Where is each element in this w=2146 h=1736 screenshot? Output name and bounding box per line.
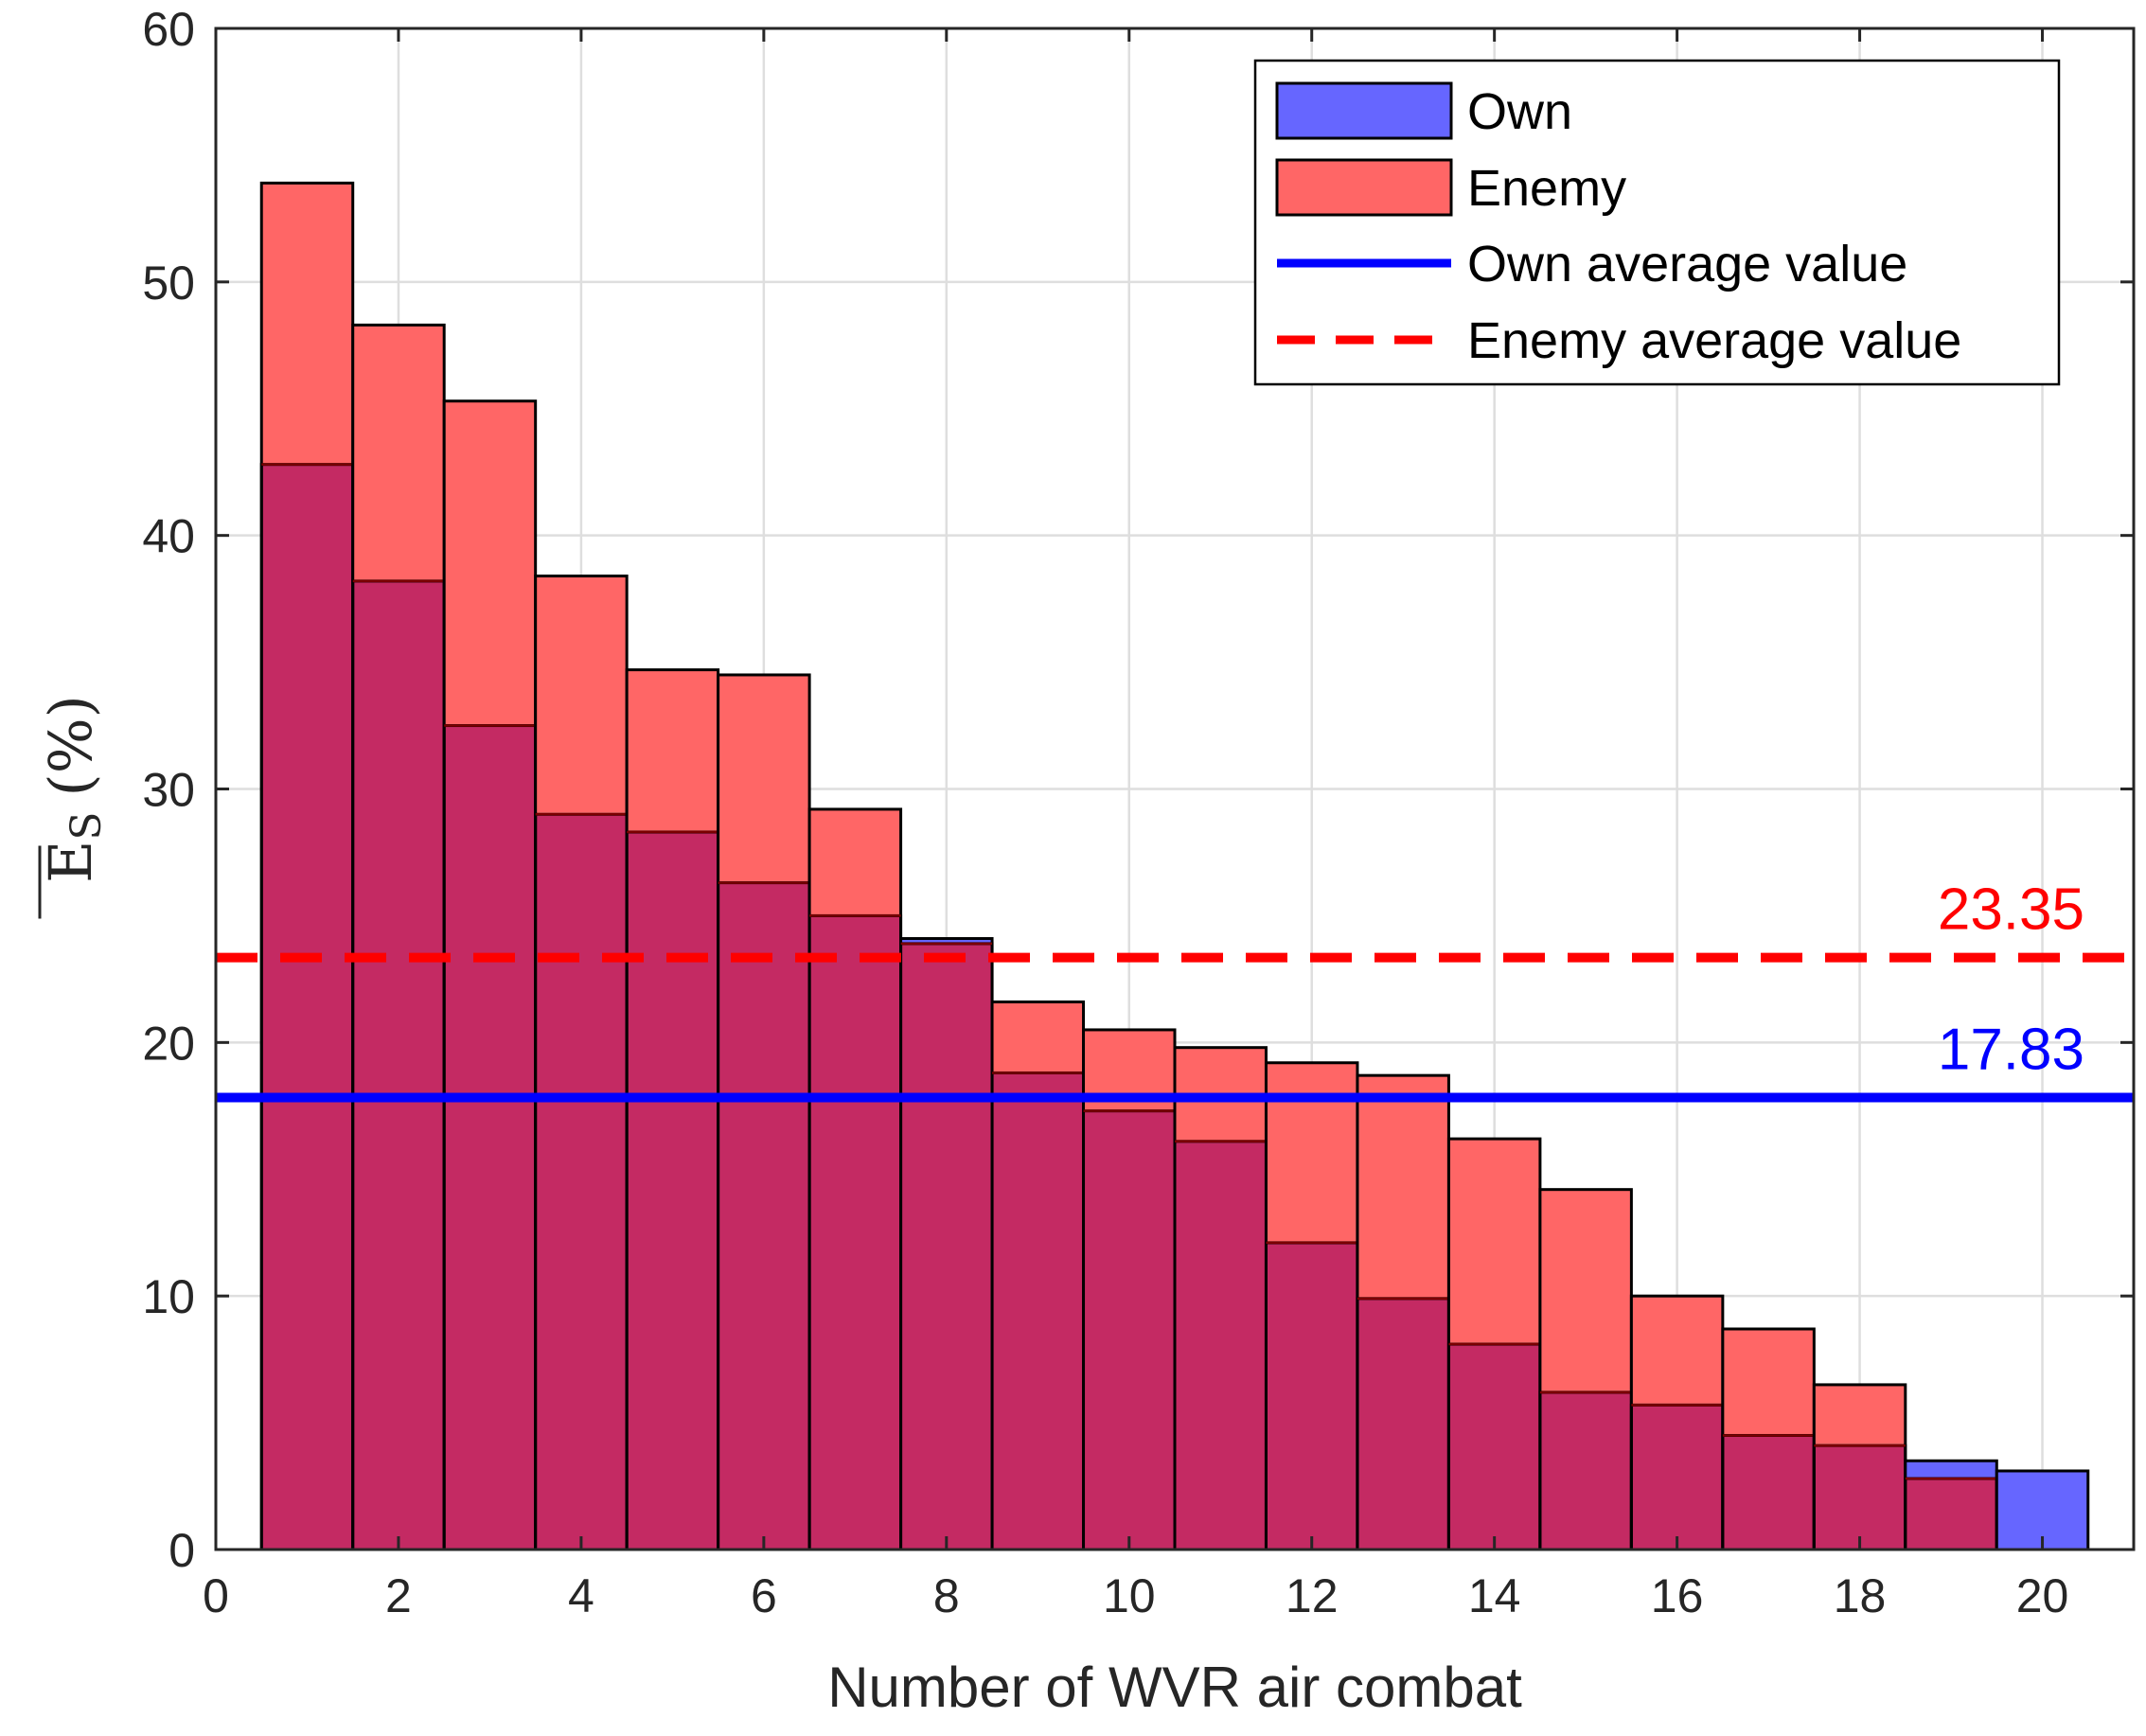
enemy-bar-segment	[627, 669, 718, 833]
enemy-bar-segment	[992, 1001, 1084, 1073]
enemy-bar-segment	[1448, 1139, 1540, 1345]
overlap-bar-segment	[809, 915, 901, 1550]
overlap-bar-segment	[535, 814, 628, 1550]
overlap-bar-segment	[627, 832, 718, 1550]
enemy-average-label: 23.35	[1938, 877, 2084, 943]
enemy-bar-segment	[535, 576, 628, 815]
overlap-bar-segment	[1631, 1405, 1723, 1550]
x-tick-label: 14	[1468, 1569, 1521, 1622]
overlap-bar-segment	[352, 580, 445, 1550]
x-tick-label: 10	[1103, 1569, 1156, 1622]
y-tick-label: 10	[142, 1270, 195, 1323]
legend: Own Enemy Own average value Enemy averag…	[1253, 59, 2061, 386]
legend-label-enemy: Enemy	[1467, 160, 1626, 217]
enemy-bar-segment	[1722, 1328, 1815, 1436]
x-tick-label: 0	[203, 1569, 229, 1622]
overlap-bar-segment	[900, 943, 993, 1550]
y-axis-title-main: E	[36, 841, 105, 883]
enemy-bar-segment	[1266, 1062, 1357, 1243]
legend-label-own: Own	[1467, 83, 1572, 140]
enemy-bar-segment	[1814, 1384, 1906, 1446]
y-tick-label: 60	[142, 3, 195, 56]
reference-lines: 17.83 23.35	[216, 877, 2134, 1103]
x-tick-label: 8	[933, 1569, 960, 1622]
x-tick-label: 4	[568, 1569, 594, 1622]
y-tick-label: 0	[168, 1524, 195, 1577]
enemy-bar-segment	[352, 325, 445, 581]
overlap-bar-segment	[992, 1072, 1084, 1550]
legend-label-enemy-average: Enemy average value	[1467, 312, 1961, 369]
overlap-bar-segment	[1448, 1344, 1540, 1550]
x-tick-label: 2	[385, 1569, 412, 1622]
overlap-bar-segment	[444, 725, 536, 1550]
overlap-bar-segment	[1357, 1298, 1449, 1550]
enemy-bar-segment	[718, 674, 810, 883]
y-tick-label: 30	[142, 764, 195, 817]
x-axis-title: Number of WVR air combat	[827, 1656, 1522, 1719]
own-bar-segment	[1905, 1461, 1997, 1479]
overlap-bar-segment	[718, 882, 810, 1550]
overlap-bar-segment	[1539, 1391, 1632, 1550]
y-tick-label: 40	[142, 510, 195, 563]
enemy-bar-segment	[1357, 1075, 1449, 1299]
enemy-bar-segment	[1631, 1296, 1723, 1406]
overlap-bar-segment	[261, 464, 353, 1550]
legend-swatch-enemy	[1275, 158, 1453, 217]
own-bar-segment	[900, 938, 993, 944]
overlap-bar-segment	[1175, 1141, 1267, 1550]
y-axis-title-subscript: S	[62, 811, 111, 840]
enemy-bar-segment	[1539, 1189, 1632, 1392]
x-tick-label: 16	[1651, 1569, 1704, 1622]
overlap-bar-segment	[1722, 1435, 1815, 1550]
enemy-bar-segment	[261, 183, 353, 465]
legend-label-own-average: Own average value	[1467, 236, 1907, 292]
svg-text:ES(%): ES (%)	[36, 695, 111, 883]
x-tick-label: 18	[1834, 1569, 1887, 1622]
y-tick-label: 50	[142, 257, 195, 310]
x-tick-label: 6	[751, 1569, 777, 1622]
y-axis-title: ES (%)	[36, 695, 111, 919]
overlap-bar-segment	[1083, 1110, 1175, 1550]
x-tick-label: 12	[1286, 1569, 1339, 1622]
overlap-bar-segment	[1266, 1242, 1357, 1550]
legend-swatch-own	[1275, 81, 1453, 140]
axis-ticks: 0 2 4 6 8 10 12 14 16 18 20 0 10 20 30 40 50 60	[142, 3, 2134, 1622]
bars	[259, 181, 2090, 1551]
own-average-label: 17.83	[1938, 1017, 2084, 1082]
overlap-bar-segment	[1814, 1445, 1906, 1550]
enemy-bar-segment	[809, 808, 901, 916]
y-axis-title-unit: (%)	[36, 695, 105, 796]
y-tick-label: 20	[142, 1017, 195, 1070]
x-tick-label: 20	[2016, 1569, 2069, 1622]
enemy-bar-segment	[444, 400, 536, 726]
overlap-bar-segment	[1905, 1479, 1997, 1550]
